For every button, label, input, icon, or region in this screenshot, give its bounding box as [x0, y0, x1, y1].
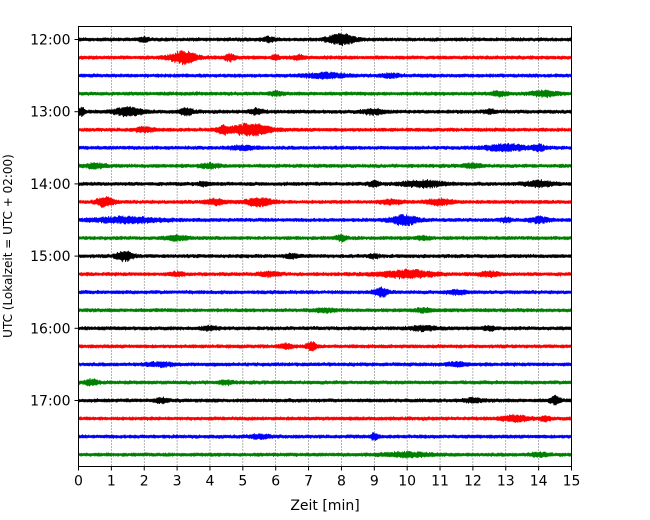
x-tick-label-10: 10	[398, 474, 416, 490]
x-tick-label-12: 12	[464, 474, 482, 490]
trace-1615	[78, 341, 572, 352]
x-tick-label-5: 5	[238, 474, 247, 490]
x-tick-label-1: 1	[107, 474, 116, 490]
x-axis-ticks: 0 1 2 3 4 5 6 7 8 9 10 11 12 13 14 15	[74, 466, 581, 490]
trace-1715	[78, 414, 572, 423]
trace-1630	[78, 360, 572, 369]
x-tick-label-7: 7	[304, 474, 313, 490]
x-tick-label-3: 3	[173, 474, 182, 490]
x-tick-label-6: 6	[271, 474, 280, 490]
x-tick-label-14: 14	[530, 474, 548, 490]
x-axis-label: Zeit [min]	[290, 498, 359, 514]
trace-1745	[78, 450, 572, 459]
trace-1200	[78, 32, 572, 47]
trace-1330	[78, 142, 572, 153]
y-tick-label-16:00: 16:00	[30, 321, 70, 337]
trace-1645	[78, 378, 572, 387]
x-tick-label-11: 11	[431, 474, 449, 490]
x-tick-label-9: 9	[370, 474, 379, 490]
x-tick-label-4: 4	[206, 474, 215, 490]
trace-1545	[78, 306, 572, 315]
trace-1400	[78, 179, 572, 189]
y-tick-label-17:00: 17:00	[30, 394, 70, 410]
y-tick-label-15:00: 15:00	[30, 249, 70, 265]
x-tick-label-2: 2	[140, 474, 149, 490]
y-tick-label-12:00: 12:00	[30, 33, 70, 49]
x-tick-label-0: 0	[74, 474, 83, 490]
trace-1600	[78, 324, 572, 333]
y-tick-label-14:00: 14:00	[30, 177, 70, 193]
trace-1700	[78, 394, 572, 406]
trace-1515	[78, 268, 572, 280]
x-tick-label-15: 15	[563, 474, 581, 490]
trace-1530	[78, 286, 572, 298]
trace-1230	[78, 71, 572, 80]
grid	[111, 26, 539, 467]
trace-1730	[78, 432, 572, 441]
trace-1445	[78, 233, 572, 243]
trace-1415	[78, 196, 572, 208]
trace-1315	[78, 122, 572, 137]
trace-1430	[78, 213, 572, 227]
trace-1500	[78, 250, 572, 263]
seismogram-traces	[78, 32, 572, 459]
x-tick-label-8: 8	[337, 474, 346, 490]
trace-1245	[78, 89, 572, 99]
trace-1345	[78, 161, 572, 170]
x-tick-label-13: 13	[497, 474, 515, 490]
y-axis-ticks: 12:00 13:00 14:00 15:00 16:00 17:00	[30, 33, 79, 410]
trace-1215	[78, 50, 572, 66]
y-tick-label-13:00: 13:00	[30, 105, 70, 121]
trace-1300	[78, 106, 572, 118]
plot-frame	[78, 26, 572, 467]
y-axis-label: UTC (Lokalzeit = UTC + 02:00)	[1, 154, 15, 338]
